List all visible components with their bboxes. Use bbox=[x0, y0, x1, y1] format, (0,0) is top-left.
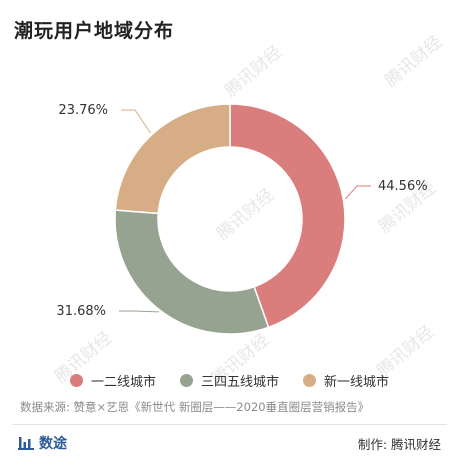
slice-label-2: 31.68% bbox=[56, 304, 106, 319]
legend-label: 一二线城市 bbox=[90, 375, 156, 390]
legend-marker bbox=[303, 374, 316, 387]
leader-line-2 bbox=[119, 310, 159, 313]
footer-divider bbox=[12, 424, 447, 425]
chart-title: 潮玩用户地域分布 bbox=[14, 20, 175, 42]
brand-name: 数途 bbox=[39, 436, 67, 452]
donut-chart: 44.56% 31.68% 23.76% bbox=[56, 103, 428, 335]
legend-label: 新一线城市 bbox=[324, 375, 390, 390]
slice-label-1: 44.56% bbox=[378, 179, 428, 194]
slice-3 bbox=[114, 103, 231, 215]
legend-marker bbox=[69, 374, 83, 387]
bar-chart-icon bbox=[18, 437, 34, 450]
credit: 制作: 腾讯财经 bbox=[357, 437, 441, 452]
brand-logo: 数途 bbox=[18, 433, 67, 453]
slice-label-3: 23.76% bbox=[58, 103, 108, 118]
data-source: 数据来源: 赞意×艺恩《新世代 新圈层——2020垂直圈层营销报告》 bbox=[20, 400, 370, 414]
leader-line-1 bbox=[344, 185, 371, 200]
legend-item-1: 一二线城市 bbox=[69, 371, 156, 390]
slice-1 bbox=[229, 103, 346, 329]
legend-item-2: 三四五线城市 bbox=[179, 371, 279, 390]
legend-label: 三四五线城市 bbox=[200, 375, 279, 390]
legend-marker bbox=[179, 374, 193, 387]
chart-legend: 一二线城市 三四五线城市 新一线城市 bbox=[0, 371, 459, 390]
legend-item-3: 新一线城市 bbox=[303, 371, 389, 390]
leader-line-3 bbox=[121, 109, 151, 134]
slice-2 bbox=[114, 209, 270, 335]
